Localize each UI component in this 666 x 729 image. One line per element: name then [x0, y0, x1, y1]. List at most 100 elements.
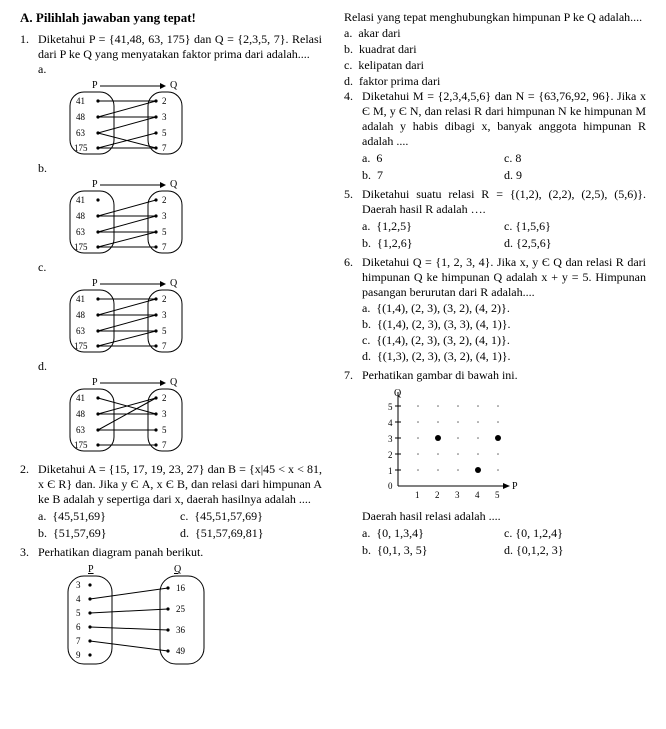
svg-text:63: 63: [76, 326, 86, 336]
svg-text:4: 4: [475, 490, 480, 500]
question-number: 7.: [344, 368, 362, 558]
opt-label: d.: [504, 543, 513, 557]
opt-label: a.: [344, 26, 352, 40]
svg-text:48: 48: [76, 310, 86, 320]
right-column: Relasi yang tepat menghubungkan himpunan…: [344, 10, 646, 675]
svg-text:1: 1: [415, 490, 420, 500]
svg-text:P: P: [92, 377, 98, 388]
svg-text:63: 63: [76, 227, 86, 237]
q6-opt-d: {(1,3), (2, 3), (3, 2), (4, 1)}.: [377, 349, 511, 363]
question-number: 6.: [344, 255, 362, 364]
svg-text:P: P: [88, 564, 94, 575]
svg-text:9: 9: [76, 650, 81, 660]
svg-text:2: 2: [435, 490, 440, 500]
q5-opt-b: {1,2,6}: [377, 236, 413, 250]
svg-text:2: 2: [388, 450, 393, 460]
q1-opt-a-label: a.: [38, 62, 322, 77]
svg-text:P: P: [512, 481, 518, 492]
svg-text:41: 41: [76, 294, 85, 304]
svg-text:3: 3: [76, 580, 81, 590]
opt-label: d.: [504, 168, 513, 182]
opt-label: c.: [504, 526, 512, 540]
opt-label: c.: [362, 333, 370, 347]
svg-text:175: 175: [74, 143, 88, 153]
svg-text:4: 4: [76, 594, 81, 604]
opt-label: c.: [180, 509, 188, 523]
q1-diagram-a: P Q 41 48 63 175 2 3 5 7: [52, 80, 202, 158]
q1-opt-d-label: d.: [38, 359, 322, 374]
svg-text:5: 5: [388, 402, 393, 412]
svg-text:3: 3: [162, 310, 167, 320]
q7-scatter: Q P 5 4 3: [376, 386, 526, 506]
question-2: 2. Diketahui A = {15, 17, 19, 23, 27} da…: [20, 462, 322, 541]
svg-text:16: 16: [176, 583, 186, 593]
opt-label: b.: [362, 236, 371, 250]
q5-opt-d: {2,5,6}: [516, 236, 552, 250]
opt-label: c.: [344, 58, 352, 72]
svg-text:6: 6: [76, 622, 81, 632]
q1-text: Diketahui P = {41,48, 63, 175} dan Q = {…: [38, 32, 322, 62]
opt-label: c.: [504, 151, 512, 165]
svg-text:48: 48: [76, 409, 86, 419]
svg-text:3: 3: [455, 490, 460, 500]
q5-opt-c: {1,5,6}: [515, 219, 551, 233]
q7-opt-b: {0,1, 3, 5}: [377, 543, 428, 557]
q7-opt-d: {0,1,2, 3}: [516, 543, 564, 557]
q4-opt-d: 9: [516, 168, 522, 182]
opt-label: b.: [38, 526, 47, 540]
svg-text:5: 5: [162, 227, 167, 237]
question-number: 5.: [344, 187, 362, 251]
svg-text:48: 48: [76, 112, 86, 122]
svg-text:7: 7: [162, 341, 167, 351]
svg-text:7: 7: [162, 143, 167, 153]
q3-opt-b: kuadrat dari: [359, 42, 417, 56]
svg-text:5: 5: [162, 326, 167, 336]
question-4: 4. Diketahui M = {2,3,4,5,6} dan N = {63…: [344, 89, 646, 183]
svg-text:Q: Q: [170, 377, 178, 388]
q4-opt-b: 7: [377, 168, 383, 182]
q2-text: Diketahui A = {15, 17, 19, 23, 27} dan B…: [38, 462, 322, 507]
svg-text:3: 3: [162, 211, 167, 221]
q1-opt-c-label: c.: [38, 260, 322, 275]
opt-label: a.: [362, 301, 370, 315]
svg-text:Q: Q: [170, 179, 178, 190]
svg-text:41: 41: [76, 195, 85, 205]
svg-text:7: 7: [76, 636, 81, 646]
q3-diagram: P Q 3 4 5 6 7 9 16 25 36 49: [52, 563, 222, 668]
opt-label: a.: [362, 526, 370, 540]
question-3: 3. Perhatikan diagram panah berikut. P Q…: [20, 545, 322, 671]
opt-label: d.: [180, 526, 189, 540]
question-7: 7. Perhatikan gambar di bawah ini. Q P: [344, 368, 646, 558]
q6-opt-b: {(1,4), (2, 3), (3, 3), (4, 1)}.: [377, 317, 511, 331]
svg-text:175: 175: [74, 242, 88, 252]
svg-text:63: 63: [76, 425, 86, 435]
q7-subtext: Daerah hasil relasi adalah ....: [362, 509, 646, 524]
q4-opt-a: 6: [376, 151, 382, 165]
q1-diagram-b: P Q 41 48 63 175 2 3 5 7: [52, 179, 202, 257]
q1-diagram-d: P Q 41 48 63 175 2 3 5 7: [52, 377, 202, 455]
svg-text:175: 175: [74, 341, 88, 351]
q4-text: Diketahui M = {2,3,4,5,6} dan N = {63,76…: [362, 89, 646, 149]
svg-text:5: 5: [495, 490, 500, 500]
opt-label: b.: [362, 543, 371, 557]
svg-text:2: 2: [162, 96, 167, 106]
opt-label: d.: [362, 349, 371, 363]
svg-text:P: P: [92, 80, 98, 91]
q2-opt-a: {45,51,69}: [52, 509, 106, 523]
svg-text:Q: Q: [170, 278, 178, 289]
opt-label: b.: [344, 42, 353, 56]
question-number: 4.: [344, 89, 362, 183]
q3-cont: Relasi yang tepat menghubungkan himpunan…: [344, 10, 646, 25]
question-number: 2.: [20, 462, 38, 541]
q5-opt-a: {1,2,5}: [376, 219, 412, 233]
q2-opt-d: {51,57,69,81}: [195, 526, 264, 540]
question-number: 1.: [20, 32, 38, 458]
svg-text:2: 2: [162, 393, 167, 403]
q7-text: Perhatikan gambar di bawah ini.: [362, 368, 646, 383]
q4-opt-c: 8: [515, 151, 521, 165]
q1-diagram-c: P Q 41 48 63 175 2 3 5 7: [52, 278, 202, 356]
svg-text:1: 1: [388, 466, 393, 476]
opt-label: d.: [504, 236, 513, 250]
opt-label: a.: [38, 509, 46, 523]
q3-opt-d: faktor prima dari: [359, 74, 440, 88]
